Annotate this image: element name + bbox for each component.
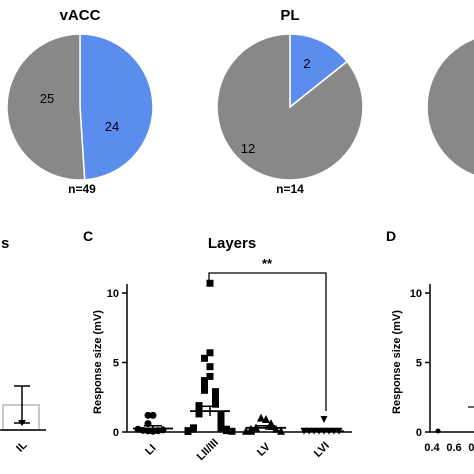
- panel-c-point-LII-III-19: [195, 410, 203, 418]
- pie-n-vacc: n=49: [68, 182, 96, 196]
- panel-c-point-LI-7: [149, 411, 157, 419]
- panel-c-ytick-label-2: 10: [107, 288, 119, 300]
- left-point: [18, 420, 26, 426]
- left-bar: [2, 404, 40, 431]
- pie-label-vacc-grey: 25: [40, 91, 54, 106]
- panel-d-xtick-0: 0.4: [424, 442, 440, 454]
- significance-bracket: [208, 272, 327, 411]
- panel-d-point: [435, 428, 441, 434]
- panel-c-xticks: LI LII/III LV LVI: [143, 437, 332, 463]
- panel-c-point-LII-III-33: [223, 427, 230, 435]
- panel-d-ytick-label-0: 0: [416, 427, 422, 439]
- panel-c-point-LI-8: [144, 411, 152, 419]
- panel-d-letter: D: [386, 228, 396, 244]
- panel-c-ytick-label-0: 0: [113, 427, 119, 439]
- panel-c-point-LII-III-4: [206, 372, 214, 380]
- panel-c-xtick-2: LV: [255, 440, 273, 458]
- panel-c-point-LII-III-0: [206, 279, 214, 287]
- panel-c-xtick-3: LVI: [312, 440, 332, 460]
- panel-c-point-LII-III-29: [217, 424, 225, 432]
- pie-label-vacc-blue: 24: [105, 119, 119, 134]
- panel-c-point-LII-III-2: [201, 354, 208, 362]
- panel-c-ytick-label-1: 5: [113, 358, 119, 370]
- panel-c-title: Layers: [208, 235, 256, 252]
- panel-c-point-LII-III-36: [228, 427, 236, 435]
- panel-c-point-LI-4: [159, 426, 167, 434]
- pies: [6, 33, 474, 181]
- panel-d-ytick-label-2: 10: [410, 288, 422, 300]
- panel-c-point-LII-III-1: [206, 349, 214, 357]
- panel-c-point-LII-III-13: [212, 400, 219, 408]
- pie-title-vacc: vACC: [60, 7, 101, 24]
- panel-d-yticks: 0 5 10: [410, 288, 430, 439]
- pie-0-slice-0: [79, 33, 154, 181]
- left-xtick-il: IL: [14, 439, 30, 455]
- pie-title-pl: PL: [280, 7, 299, 24]
- pie-n-pl: n=14: [276, 182, 304, 196]
- pie-label-pl-blue: 2: [303, 56, 310, 71]
- panel-c-point-LII-III-3: [206, 363, 214, 371]
- panel-c-ylabel: Response size (mV): [92, 310, 104, 414]
- panel-d-ylabel: Response size (mV): [391, 310, 403, 414]
- significance-label: **: [262, 256, 273, 271]
- panel-d-ytick-label-1: 5: [416, 358, 422, 370]
- pie-label-pl-grey: 12: [241, 141, 255, 156]
- panel-c-yticks: 0 5 10: [107, 288, 127, 439]
- panel-c-xtick-0: LI: [143, 442, 158, 457]
- panel-c-point-LII-III-6: [201, 382, 208, 390]
- left-panel-title: s: [1, 235, 9, 252]
- pie-2-slice-0: [426, 37, 474, 177]
- pie-0-slice-1: [6, 33, 86, 181]
- panel-c-point-LV-10: [277, 426, 285, 435]
- panel-c-point-LV-1: [257, 413, 265, 422]
- panel-c-point-LVI-0: [320, 415, 328, 423]
- panel-c-point-LII-III-37: [184, 427, 192, 435]
- panel-c-point-LII-III-7: [201, 386, 208, 394]
- panel-c-means: [133, 405, 344, 433]
- pie-1-slice-1: [216, 33, 364, 181]
- panel-d-xtick-1: 0.6: [446, 442, 461, 454]
- panel-c-point-LII-III-5: [201, 377, 208, 385]
- panel-c-points: [134, 279, 343, 435]
- panel-c-xtick-1: LII/III: [195, 437, 221, 463]
- panel-c-letter: C: [83, 228, 93, 244]
- panel-d-xtick-2: 0.: [468, 442, 474, 454]
- panel-c-point-LV-11: [242, 426, 250, 435]
- panel-c-point-LII-III-31: [190, 425, 197, 433]
- pie-1-slice-0: [289, 33, 349, 109]
